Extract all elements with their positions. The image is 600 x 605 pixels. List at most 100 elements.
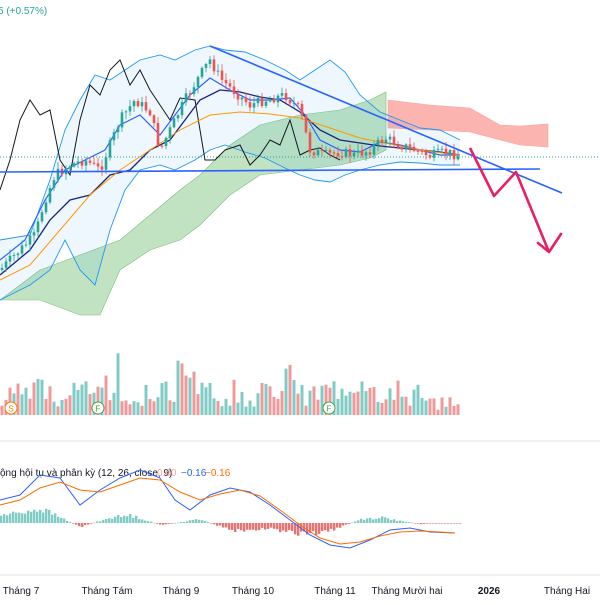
- macd-histogram-bar: [174, 522, 177, 524]
- volume-bar: [124, 400, 128, 415]
- macd-histogram-bar: [189, 520, 192, 523]
- macd-histogram-bar: [3, 514, 6, 523]
- candle-body: [144, 102, 148, 111]
- macd-histogram-bar: [243, 523, 246, 532]
- candle-body: [304, 115, 308, 133]
- macd-histogram-bar: [144, 520, 147, 523]
- candle-body: [280, 93, 284, 96]
- macd-histogram-bar: [447, 523, 450, 524]
- macd-histogram-bar: [246, 523, 249, 530]
- x-tick-label: Tháng 9: [163, 586, 200, 597]
- macd-histogram-bar: [420, 523, 423, 525]
- volume-bar: [64, 398, 68, 415]
- candle-body: [340, 156, 344, 158]
- volume-bar: [372, 387, 376, 415]
- volume-bar: [268, 386, 272, 415]
- candle-body: [444, 148, 448, 154]
- candle-body: [84, 160, 88, 166]
- signal-line: [0, 477, 456, 545]
- macd-histogram-bar: [315, 523, 318, 535]
- volume-bar: [144, 385, 148, 415]
- macd-histogram-bar: [288, 523, 291, 531]
- candle-body: [224, 79, 228, 84]
- macd-histogram-bar: [102, 519, 105, 523]
- x-tick-label: Tháng Mười hai: [371, 586, 442, 597]
- macd-histogram-bar: [261, 523, 264, 528]
- candle-body: [76, 161, 80, 164]
- macd-histogram-bar: [168, 523, 171, 524]
- volume-bar: [116, 353, 120, 415]
- volume-bar: [40, 379, 44, 415]
- candle-body: [112, 132, 116, 141]
- volume-bar: [72, 382, 76, 415]
- macd-histogram-bar: [126, 516, 129, 523]
- candle-body: [412, 146, 416, 151]
- cloud-bear: [387, 99, 549, 148]
- macd-histogram-bar: [219, 523, 222, 526]
- volume-bar: [148, 398, 152, 415]
- candle-body: [312, 152, 316, 156]
- macd-histogram-bar: [156, 523, 159, 524]
- x-tick-label: Tháng 7: [3, 586, 40, 597]
- macd-histogram-bar: [411, 522, 414, 524]
- macd-histogram-bar: [87, 523, 90, 525]
- macd-histogram-bar: [279, 523, 282, 533]
- volume-bar: [368, 387, 372, 415]
- candle-body: [160, 145, 164, 147]
- volume-bar: [356, 391, 360, 415]
- macd-histogram-bar: [363, 519, 366, 523]
- candle-body: [344, 149, 348, 157]
- macd-histogram-bar: [231, 523, 234, 530]
- candle-body: [152, 115, 156, 123]
- candle-body: [316, 149, 320, 156]
- volume-bar: [100, 387, 104, 415]
- volume-bar: [0, 405, 4, 415]
- macd-histogram-bar: [459, 523, 462, 524]
- macd-histogram-bar: [456, 523, 459, 524]
- macd-histogram-bar: [177, 522, 180, 524]
- volume-bar: [36, 379, 40, 415]
- macd-histogram-bar: [300, 523, 303, 532]
- candle-body: [452, 150, 456, 160]
- macd-histogram-bar: [366, 518, 369, 523]
- volume-bar: [188, 377, 192, 415]
- x-axis: Tháng 7 Tháng Tám Tháng 9 Tháng 10 Tháng…: [3, 586, 590, 597]
- volume-bar: [452, 405, 456, 415]
- volume-bar: [280, 390, 284, 415]
- event-marker: [4, 401, 18, 415]
- candle-body: [416, 150, 420, 152]
- candle-body: [80, 161, 84, 166]
- volume-bar: [84, 381, 88, 415]
- volume-bar: [304, 405, 308, 415]
- macd-histogram-bar: [249, 523, 252, 530]
- candle-body: [156, 123, 160, 146]
- macd-histogram-bar: [276, 523, 279, 530]
- macd-histogram-bar: [30, 511, 33, 523]
- candle-body: [264, 101, 268, 106]
- macd-histogram-bar: [108, 518, 111, 523]
- trendlines: [0, 45, 563, 194]
- volume-bar: [404, 396, 408, 415]
- price-change-label: 5 (+0.57%): [0, 6, 47, 17]
- lagging-span: [0, 59, 341, 191]
- candle-body: [272, 99, 276, 103]
- event-marker-label: F: [96, 405, 101, 414]
- candle-body: [100, 166, 104, 170]
- macd-histogram-bar: [336, 523, 339, 528]
- macd-hist-value: 0.00: [157, 468, 177, 479]
- macd-histogram-bar: [339, 523, 342, 528]
- macd-histogram-bar: [384, 517, 387, 523]
- volume-bar: [244, 406, 248, 415]
- macd-histogram-bar: [105, 519, 108, 523]
- volume-bar: [428, 398, 432, 415]
- volume-bar: [360, 381, 364, 415]
- macd-histogram-bar: [147, 521, 150, 523]
- volume-bar: [308, 390, 312, 415]
- macd-histogram-bar: [429, 523, 432, 524]
- candle-body: [16, 253, 20, 256]
- candle-body: [396, 144, 400, 148]
- volume-bar: [192, 371, 196, 415]
- volume-bar: [156, 397, 160, 415]
- candle-body: [132, 101, 136, 107]
- candle-body: [336, 153, 340, 157]
